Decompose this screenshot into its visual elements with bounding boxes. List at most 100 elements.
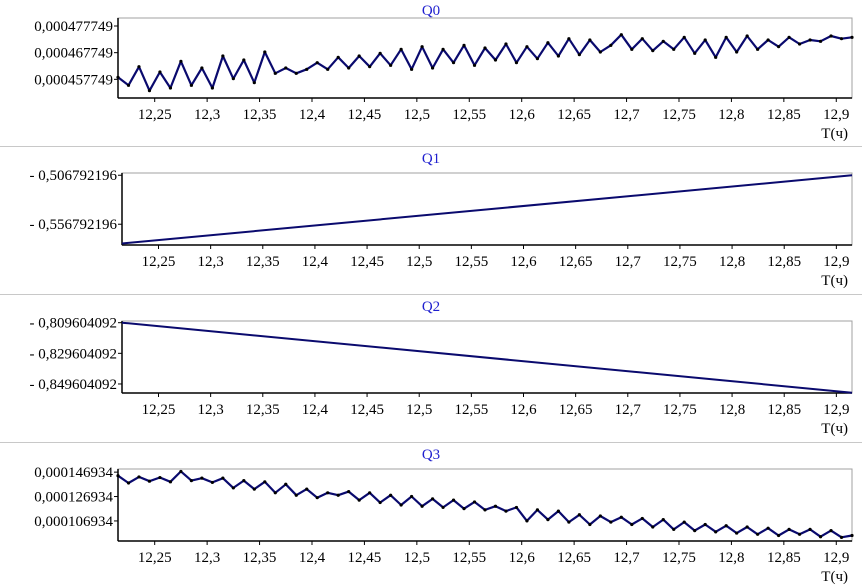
data-point: [357, 54, 361, 58]
data-point: [210, 86, 214, 90]
x-axis-label: T(ч): [821, 569, 848, 585]
data-point: [724, 35, 728, 39]
data-point: [472, 500, 477, 504]
y-tick-label: 0,000146934: [34, 465, 113, 481]
data-point: [147, 89, 152, 93]
data-point: [735, 531, 739, 535]
chart-title: Q2: [422, 299, 440, 315]
data-point: [703, 522, 707, 527]
x-tick-label: 12,65: [559, 402, 593, 418]
data-point: [797, 42, 802, 46]
data-point: [735, 50, 739, 54]
x-tick-label: 12,25: [142, 402, 176, 418]
chart-panel-q0: Q0 0,000457749 0,000467749 0,000477749 12,25…: [0, 0, 862, 145]
data-point: [839, 37, 844, 41]
data-point: [483, 508, 487, 512]
data-point: [756, 47, 760, 51]
data-point: [829, 529, 833, 533]
data-point: [756, 532, 760, 536]
data-point: [535, 508, 540, 512]
data-point: [420, 504, 424, 508]
data-point: [336, 493, 340, 497]
data-point: [137, 65, 141, 69]
data-point: [200, 476, 204, 480]
x-tick-label: 12,55: [454, 254, 488, 270]
x-tick-label: 12,45: [350, 402, 384, 418]
data-point: [808, 38, 812, 42]
chart-q1: Q1 - 0,506792196 - 0,556792196 12,25 12,3 12,…: [30, 151, 853, 289]
data-point: [368, 65, 372, 69]
x-tick-label: 12,4: [302, 402, 329, 418]
x-tick-label: 12,55: [452, 550, 486, 566]
data-point: [567, 520, 571, 524]
chart-title: Q3: [422, 447, 440, 463]
data-point: [231, 77, 235, 81]
data-point: [672, 527, 676, 532]
x-tick-label: 12,9: [823, 402, 849, 418]
data-point: [514, 505, 519, 510]
data-point: [336, 55, 340, 59]
x-axis-label: T(ч): [821, 273, 848, 289]
data-point: [609, 520, 613, 524]
data-point: [368, 491, 372, 495]
chart-q2: Q2 - 0,809604092 - 0,829604092 - 0,84960409…: [30, 299, 853, 437]
plot-frame: [117, 17, 853, 99]
x-tick-label: 12,3: [198, 254, 224, 270]
data-point: [850, 533, 854, 538]
x-tick-label: 12,45: [350, 254, 384, 270]
data-point: [378, 500, 382, 505]
data-point: [221, 476, 225, 480]
data-point: [357, 498, 361, 502]
x-tick-label: 12,35: [243, 550, 277, 566]
x-tick-label: 12,35: [246, 402, 280, 418]
y-tick-label: - 0,556792196: [30, 217, 118, 233]
data-point: [850, 35, 854, 39]
x-tick-label: 12,75: [663, 402, 697, 418]
x-tick-label: 12,5: [406, 402, 432, 418]
y-tick-label: - 0,809604092: [30, 316, 118, 332]
data-point: [221, 54, 225, 58]
x-tick-label: 12,85: [767, 254, 801, 270]
data-point: [378, 51, 382, 55]
x-tick-label: 12,85: [767, 107, 801, 123]
data-point: [724, 524, 728, 528]
data-point: [451, 61, 456, 65]
data-point: [588, 522, 592, 527]
data-point: [168, 480, 173, 484]
data-point: [651, 525, 655, 529]
data-point: [714, 55, 718, 59]
data-point: [294, 71, 298, 75]
data-point: [284, 482, 288, 486]
data-point: [493, 504, 498, 508]
y-tick-label: 0,000106934: [34, 514, 113, 530]
y-tick-label: - 0,506792196: [30, 168, 118, 184]
data-point: [189, 478, 193, 483]
x-tick-label: 12,35: [243, 107, 277, 123]
x-tick-label: 12,3: [194, 107, 220, 123]
data-point: [168, 86, 173, 90]
data-point: [535, 57, 540, 61]
data-point: [661, 518, 665, 522]
data-point: [693, 51, 697, 55]
data-point: [326, 491, 330, 495]
data-point: [126, 83, 131, 87]
data-point: [410, 67, 414, 71]
series-line: [121, 174, 853, 245]
data-point: [640, 516, 644, 521]
data-point: [577, 513, 581, 517]
data-point: [200, 66, 204, 70]
x-tick-label: 12,4: [299, 107, 326, 123]
data-point: [179, 469, 183, 474]
x-tick-label: 12,85: [767, 550, 801, 566]
x-tick-label: 12,25: [142, 254, 176, 270]
data-point: [661, 39, 665, 43]
chart-panel-q1: Q1 - 0,506792196 - 0,556792196 12,25 12,3 12,…: [0, 148, 862, 293]
data-point: [294, 493, 298, 497]
chart-panel-q3: Q3 0,000106934 0,000126934 0,000146934 12,25…: [0, 444, 862, 588]
x-axis-label: T(ч): [821, 421, 848, 437]
chart-title: Q0: [422, 3, 440, 19]
data-point: [504, 42, 508, 46]
data-point: [389, 63, 393, 67]
data-point: [630, 522, 634, 527]
data-point: [619, 33, 623, 37]
